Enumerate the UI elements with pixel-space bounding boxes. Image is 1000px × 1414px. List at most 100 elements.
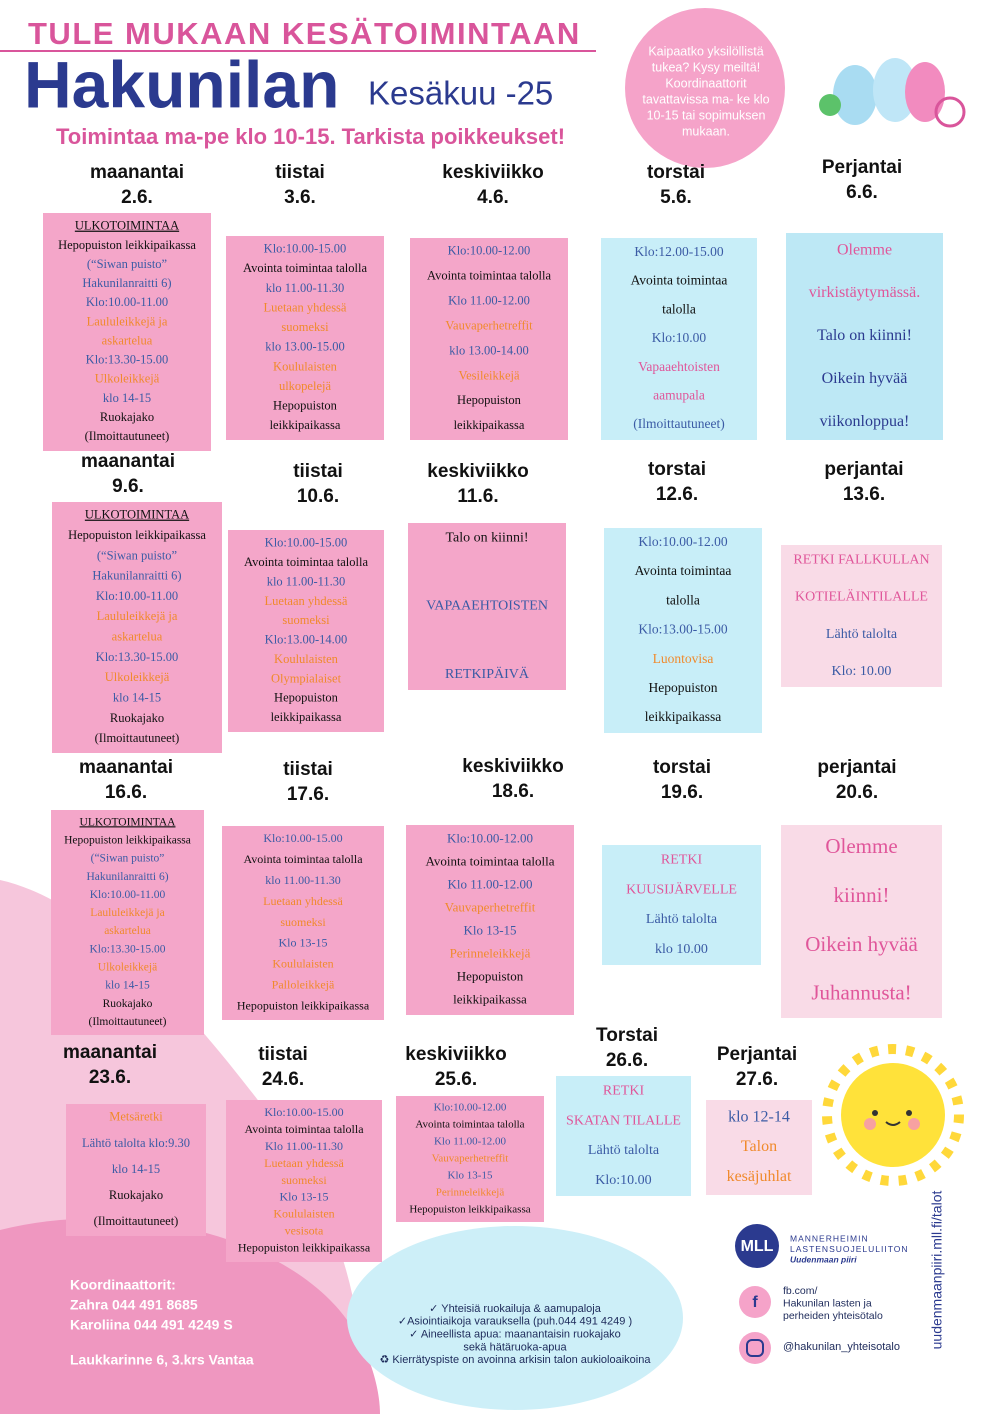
activity-line: Klo 13-15: [448, 1169, 493, 1181]
logo-mark: MLL: [741, 1238, 774, 1255]
activity-line: (“Siwan puisto”: [97, 548, 177, 562]
activity-line: Ruokajako: [109, 1188, 163, 1202]
weekday: torstai: [647, 162, 705, 183]
activity-line: Klo 13-15: [279, 936, 328, 950]
activity-line: RETKIPÄIVÄ: [445, 665, 530, 682]
title: Hakunilan: [24, 47, 339, 121]
activity-line: Klo 11.00-11.30: [265, 1139, 343, 1153]
animals: [819, 58, 966, 128]
activity-line: Laululeikkejä ja: [90, 907, 164, 919]
activity-line: Klo:13.30-15.00: [86, 353, 169, 367]
activity-line: klo 14-15: [112, 1162, 160, 1176]
activity-line: Lähtö talolta: [826, 627, 898, 642]
activity-line: Klo:13.00-15.00: [638, 622, 727, 637]
activity-line: suomeksi: [282, 613, 330, 627]
activity-line: Klo:10.00: [595, 1173, 651, 1188]
activity-line: Klo 11.00-12.00: [447, 876, 532, 891]
activity-line: Klo:10.00-11.00: [86, 295, 168, 309]
logo-line: MANNERHEIMIN: [790, 1233, 869, 1243]
activity-line: (Ilmoittautuneet): [95, 731, 180, 745]
activity-line: suomeksi: [281, 320, 329, 334]
weekday: keskiviikko: [442, 162, 543, 183]
activity-line: Luontovisa: [653, 651, 714, 666]
date: 23.6.: [89, 1067, 131, 1088]
activity-line: Luetaan yhdessä: [265, 594, 348, 608]
weekday: perjantai: [824, 459, 903, 480]
activity-line: ULKOTOIMINTAA: [80, 816, 177, 828]
info-line: sekä hätäruoka-apua: [463, 1341, 567, 1353]
coordinator-line: Zahra 044 491 8685: [70, 1297, 198, 1313]
activity-line: Avointa toimintaa talolla: [427, 269, 551, 283]
activity-line: Klo:13.00-14.00: [265, 633, 348, 647]
day-box: [781, 825, 942, 1018]
day-box: [786, 233, 943, 440]
activity-line: Klo 13-15: [280, 1190, 329, 1204]
weekday: tiistai: [293, 461, 343, 482]
facebook-line: fb.com/: [783, 1285, 818, 1297]
help-bubble: [625, 8, 785, 168]
activity-line: virkistäytymässä.: [809, 284, 921, 301]
activity-line: Avointa toimintaa talolla: [244, 1122, 364, 1136]
day-box: [396, 1096, 544, 1222]
activity-line: Hepopuiston leikkipaikassa: [237, 999, 370, 1013]
date: 10.6.: [297, 486, 339, 507]
activity-line: Hakunilanraitti 6): [86, 871, 168, 883]
date: 13.6.: [843, 484, 885, 505]
activity-line: Lähtö talolta: [588, 1143, 660, 1158]
activity-line: (Ilmoittautuneet): [94, 1214, 179, 1228]
activity-line: Hepopuiston: [457, 393, 522, 407]
activity-line: Klo 11.00-12.00: [448, 293, 530, 307]
activity-line: KOTIELÄINTILALLE: [795, 588, 928, 605]
activity-line: leikkipaikassa: [271, 710, 342, 724]
activity-line: Ruokajako: [110, 711, 164, 725]
weekday: keskiviikko: [405, 1044, 506, 1065]
info-bubble: [347, 1226, 683, 1410]
date: 18.6.: [492, 781, 534, 802]
activity-line: Avointa toimintaa talolla: [243, 261, 367, 275]
info-line: ✓ Aineellista apua: maanantaisin ruokaja…: [409, 1329, 621, 1341]
activity-line: Klo 13-15: [463, 923, 516, 938]
activity-line: leikkipaikassa: [270, 418, 341, 432]
activity-line: kesäjuhlat: [727, 1168, 792, 1185]
activity-line: Avointa toimintaa talolla: [244, 555, 368, 569]
activity-line: klo 14-15: [113, 690, 161, 704]
date: 20.6.: [836, 782, 878, 803]
bubble-line: Kaipaatko yksilöllistä: [648, 44, 763, 58]
coordinator-line: Koordinaattorit:: [70, 1277, 176, 1293]
activity-line: RETKI FALLKULLAN: [793, 553, 929, 568]
day-box: [556, 1076, 691, 1196]
logo-line: Uudenmaan piiri: [790, 1254, 857, 1264]
activity-line: Hepopuiston leikkipaikassa: [58, 238, 196, 252]
activity-line: Hepopuiston: [457, 969, 524, 984]
date: 24.6.: [262, 1069, 304, 1090]
activity-line: Klo:10.00-15.00: [265, 536, 348, 550]
weekday: Torstai: [596, 1025, 658, 1046]
activity-line: klo 11.00-11.30: [265, 873, 340, 887]
activity-line: Klo 11.00-12.00: [434, 1136, 507, 1148]
address: Laukkarinne 6, 3.krs Vantaa: [70, 1352, 254, 1368]
date: 19.6.: [661, 782, 703, 803]
day-box: [52, 502, 222, 753]
activity-line: Klo:10.00-11.00: [96, 589, 178, 603]
day-box: [222, 826, 384, 1020]
activity-line: Olemme: [837, 241, 892, 258]
day-box: [226, 236, 384, 440]
activity-line: klo 11.00-11.30: [266, 281, 345, 295]
activity-line: VAPAAEHTOISTEN: [426, 599, 548, 614]
activity-line: Oikein hyvää: [822, 370, 908, 387]
activity-line: Vauvaperhetreffit: [445, 899, 536, 914]
activity-line: vesisota: [285, 1224, 324, 1238]
day-box: [706, 1100, 812, 1195]
activity-line: Klo:10.00-12.00: [638, 534, 727, 549]
day-box: [43, 213, 211, 451]
activity-line: Lähtö talolta: [646, 912, 718, 927]
bubble-line: tukea? Kysy meiltä!: [652, 60, 760, 74]
website: uudenmaanpiiri.mll.fi/talot: [929, 1191, 945, 1350]
activity-line: Klo:10.00-12.00: [447, 830, 533, 845]
activity-line: (“Siwan puisto”: [91, 853, 165, 865]
activity-line: Vapaaehtoisten: [638, 359, 720, 374]
day-box: [602, 845, 761, 965]
day-box: [406, 825, 574, 1015]
weekday: tiistai: [275, 162, 325, 183]
date: 6.6.: [846, 182, 878, 203]
